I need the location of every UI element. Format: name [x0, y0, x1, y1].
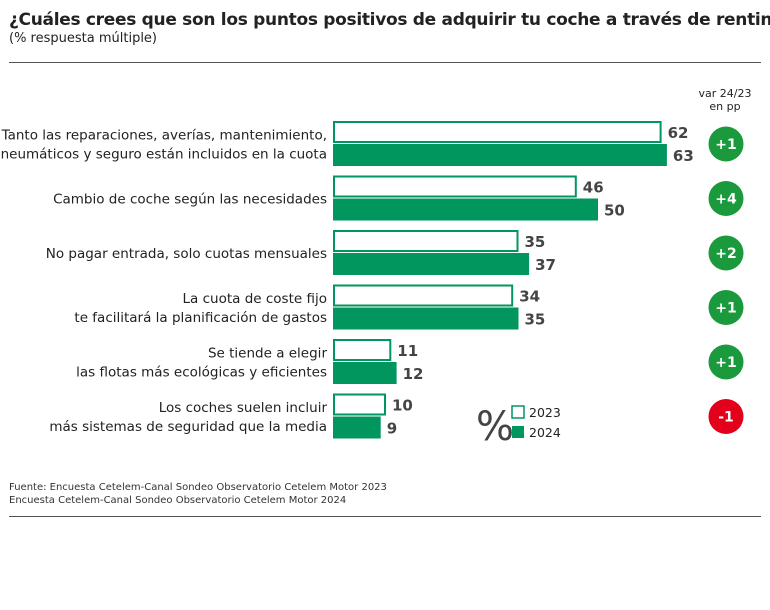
variation-badge-3 — [708, 235, 744, 271]
source-line-2: Encuesta Cetelem-Canal Sondeo Observator… — [9, 495, 347, 506]
legend-label-2024: 2024 — [529, 425, 561, 440]
category-label-1-line-1: Tanto las reparaciones, averías, manteni… — [1, 128, 327, 144]
variation-badge-text-6: -1 — [718, 410, 734, 426]
bar-2023-2 — [333, 175, 577, 198]
value-label-2024-1: 63 — [673, 147, 694, 165]
legend-swatch-2023 — [511, 405, 525, 419]
variation-badge-1 — [708, 126, 744, 162]
chart-title: ¿Cuáles crees que son los puntos positiv… — [9, 10, 770, 30]
bar-2024-6 — [333, 416, 381, 439]
category-label-4-line-2: te facilitará la planificación de gastos — [74, 310, 327, 326]
category-label-6-line-2: más sistemas de seguridad que la media — [49, 419, 327, 435]
variation-badge-4 — [708, 290, 744, 325]
percent-symbol: % — [476, 404, 514, 450]
category-label-5-line-1: Se tiende a elegir — [208, 346, 327, 362]
variation-badge-text-4: +1 — [715, 301, 736, 317]
variation-header-line-1: var 24/23 — [698, 87, 752, 100]
value-label-2023-4: 34 — [519, 288, 540, 306]
variation-badge-2 — [708, 181, 744, 216]
bar-2023-6 — [333, 393, 386, 416]
value-label-2024-5: 12 — [403, 365, 424, 383]
source-footnote: Fuente: Encuesta Cetelem-Canal Sondeo Ob… — [9, 481, 387, 507]
category-label-4-line-1: La cuota de coste fijo — [183, 291, 327, 307]
chart-subtitle: (% respuesta múltiple) — [9, 31, 158, 46]
value-label-2023-3: 35 — [525, 233, 546, 251]
variation-badge-5 — [708, 344, 744, 380]
value-label-2024-4: 35 — [525, 311, 546, 329]
bar-2023-1 — [333, 121, 662, 143]
value-label-2023-1: 62 — [668, 124, 689, 142]
category-label-5-line-2: las flotas más ecológicas y eficientes — [76, 365, 327, 381]
bar-2024-3 — [333, 253, 530, 275]
variation-header: var 24/23 en pp — [692, 87, 758, 113]
bar-2023-5 — [333, 339, 392, 361]
variation-badge-6 — [708, 399, 744, 434]
variation-badge-text-5: +1 — [715, 355, 736, 371]
variation-badge-text-2: +4 — [715, 192, 737, 208]
bar-2024-4 — [333, 307, 519, 330]
category-label-2-line-1: Cambio de coche según las necesidades — [53, 192, 327, 208]
variation-header-line-2: en pp — [709, 100, 741, 113]
top-divider — [9, 62, 761, 63]
value-label-2023-5: 11 — [397, 342, 418, 360]
value-label-2024-6: 9 — [387, 420, 397, 438]
bar-2024-5 — [333, 362, 397, 384]
legend-label-2023: 2023 — [529, 405, 561, 420]
source-line-1: Fuente: Encuesta Cetelem-Canal Sondeo Ob… — [9, 482, 387, 493]
value-label-2024-2: 50 — [604, 202, 625, 220]
category-label-6-line-1: Los coches suelen incluir — [159, 400, 328, 416]
value-label-2023-2: 46 — [583, 179, 604, 197]
category-label-3-line-1: No pagar entrada, solo cuotas mensuales — [46, 246, 327, 262]
legend-swatch-2024 — [512, 426, 524, 438]
bar-2024-1 — [333, 144, 667, 166]
variation-badge-text-1: +1 — [715, 137, 736, 153]
bar-2024-2 — [333, 198, 598, 221]
variation-badge-text-3: +2 — [715, 246, 736, 262]
category-label-1-line-2: neumáticos y seguro están incluidos en l… — [1, 147, 327, 163]
value-label-2023-6: 10 — [392, 397, 413, 415]
bar-2023-4 — [333, 284, 514, 307]
value-label-2024-3: 37 — [535, 256, 556, 274]
bottom-divider — [9, 516, 761, 517]
bar-chart: 62 63 Tanto las reparaciones, averías, man… — [1, 121, 744, 450]
bar-2023-3 — [333, 230, 519, 252]
